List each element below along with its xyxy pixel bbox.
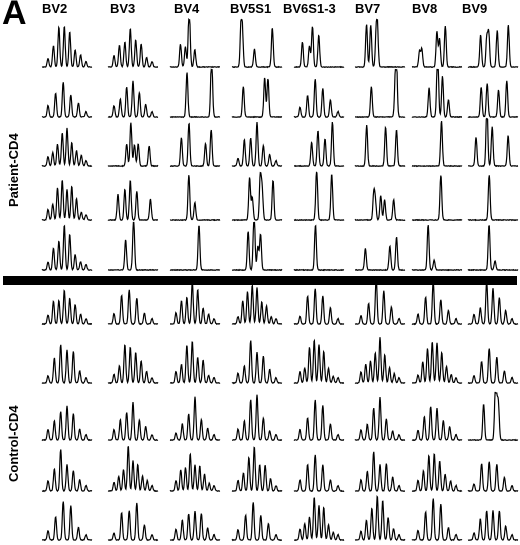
column-label-bv9: BV9 (462, 1, 488, 16)
trace-patient-row5-bv4 (169, 225, 221, 272)
trace-patient-row1-bv8 (411, 26, 463, 69)
trace-patient-row1-bv4 (169, 17, 220, 69)
trace-patient-row2-bv6s1-3 (293, 79, 345, 119)
trace-control-row5-bv7 (354, 494, 406, 542)
trace-control-row2-bv2 (41, 344, 93, 385)
trace-patient-row5-bv6s1-3 (293, 224, 345, 272)
trace-patient-row2-bv4 (169, 68, 221, 119)
trace-patient-row5-bv8 (411, 224, 463, 272)
trace-control-row2-bv3 (107, 344, 159, 385)
trace-control-row3-bv4 (169, 396, 221, 442)
trace-control-row4-bv8 (411, 453, 463, 493)
trace-patient-row3-bv7 (354, 124, 406, 168)
panel-letter: A (2, 0, 27, 32)
trace-control-row3-bv5s1 (232, 394, 283, 442)
trace-patient-row5-bv9 (467, 225, 519, 272)
trace-control-row4-bv2 (41, 449, 93, 493)
trace-patient-row3-bv5s1 (231, 122, 283, 167)
trace-patient-row5-bv2 (41, 224, 93, 272)
column-label-bv3: BV3 (110, 1, 136, 16)
trace-control-row4-bv5s1 (231, 446, 283, 493)
trace-control-row4-bv9 (467, 461, 519, 493)
trace-patient-row3-bv6s1-3 (294, 122, 345, 168)
trace-patient-row3-bv2 (41, 127, 93, 167)
trace-patient-row3-bv3 (107, 122, 159, 168)
trace-control-row5-bv6s1-3 (294, 497, 345, 542)
trace-control-row1-bv3 (107, 289, 159, 326)
trace-control-row5-bv4 (169, 511, 221, 542)
trace-control-row2-bv5s1 (231, 340, 283, 385)
trace-patient-row1-bv3 (107, 28, 159, 69)
trace-patient-row5-bv3 (108, 221, 159, 272)
column-label-bv8: BV8 (412, 1, 438, 16)
trace-control-row5-bv3 (107, 502, 159, 542)
trace-patient-row1-bv9 (467, 25, 519, 69)
trace-patient-row4-bv7 (354, 186, 406, 222)
trace-patient-row3-bv4 (169, 122, 221, 168)
trace-control-row5-bv9 (467, 510, 519, 542)
trace-patient-row4-bv8 (411, 175, 463, 222)
trace-control-row2-bv7 (354, 337, 406, 384)
trace-control-row1-bv8 (411, 281, 462, 326)
trace-patient-row4-bv6s1-3 (293, 171, 345, 222)
trace-control-row1-bv6s1-3 (293, 288, 345, 326)
trace-patient-row3-bv8 (411, 120, 463, 168)
trace-patient-row4-bv5s1 (231, 171, 283, 222)
trace-control-row2-bv4 (169, 341, 221, 384)
trace-patient-row2-bv7 (355, 68, 406, 119)
trace-control-row4-bv3 (107, 446, 159, 493)
trace-patient-row4-bv2 (41, 180, 93, 221)
trace-patient-row2-bv3 (107, 80, 159, 118)
trace-control-row4-bv6s1-3 (293, 454, 345, 493)
trace-patient-row1-bv6s1-3 (293, 26, 345, 69)
trace-control-row4-bv7 (354, 451, 405, 493)
trace-control-row1-bv9 (467, 281, 519, 325)
trace-control-row1-bv5s1 (231, 283, 283, 325)
trace-control-row3-bv7 (354, 396, 406, 442)
trace-control-row1-bv4 (170, 281, 221, 325)
trace-control-row1-bv7 (354, 278, 406, 325)
trace-patient-row3-bv9 (468, 117, 519, 168)
trace-patient-row5-bv7 (355, 236, 406, 272)
trace-patient-row2-bv2 (41, 82, 93, 119)
trace-patient-row2-bv9 (467, 80, 519, 119)
trace-control-row2-bv9 (467, 348, 519, 384)
trace-control-row3-bv8 (411, 406, 463, 442)
trace-patient-row1-bv5s1 (231, 18, 283, 69)
trace-control-row5-bv8 (411, 498, 463, 542)
trace-patient-row4-bv9 (467, 175, 519, 222)
column-label-bv4: BV4 (174, 1, 200, 16)
trace-control-row3-bv6s1-3 (293, 399, 345, 442)
trace-patient-row2-bv8 (411, 68, 463, 119)
column-label-bv7: BV7 (355, 1, 381, 16)
group-divider-bar (3, 276, 517, 285)
trace-control-row1-bv2 (41, 289, 93, 326)
trace-control-row5-bv2 (42, 501, 93, 542)
trace-patient-row5-bv5s1 (232, 221, 283, 272)
trace-control-row3-bv3 (107, 402, 159, 441)
trace-control-row4-bv4 (169, 452, 221, 492)
column-label-bv6s1-3: BV6S1-3 (283, 1, 336, 16)
trace-control-row3-bv2 (41, 405, 93, 442)
trace-patient-row2-bv5s1 (231, 77, 283, 119)
trace-patient-row1-bv7 (354, 18, 406, 69)
column-label-bv2: BV2 (42, 1, 68, 16)
trace-control-row2-bv6s1-3 (293, 338, 345, 384)
trace-control-row5-bv5s1 (231, 502, 282, 542)
trace-patient-row4-bv4 (169, 175, 221, 222)
trace-patient-row4-bv3 (107, 180, 158, 222)
trace-patient-row1-bv2 (41, 25, 93, 68)
trace-control-row3-bv9 (467, 391, 519, 442)
trace-control-row2-bv8 (412, 342, 463, 384)
column-label-bv5s1: BV5S1 (230, 1, 272, 16)
